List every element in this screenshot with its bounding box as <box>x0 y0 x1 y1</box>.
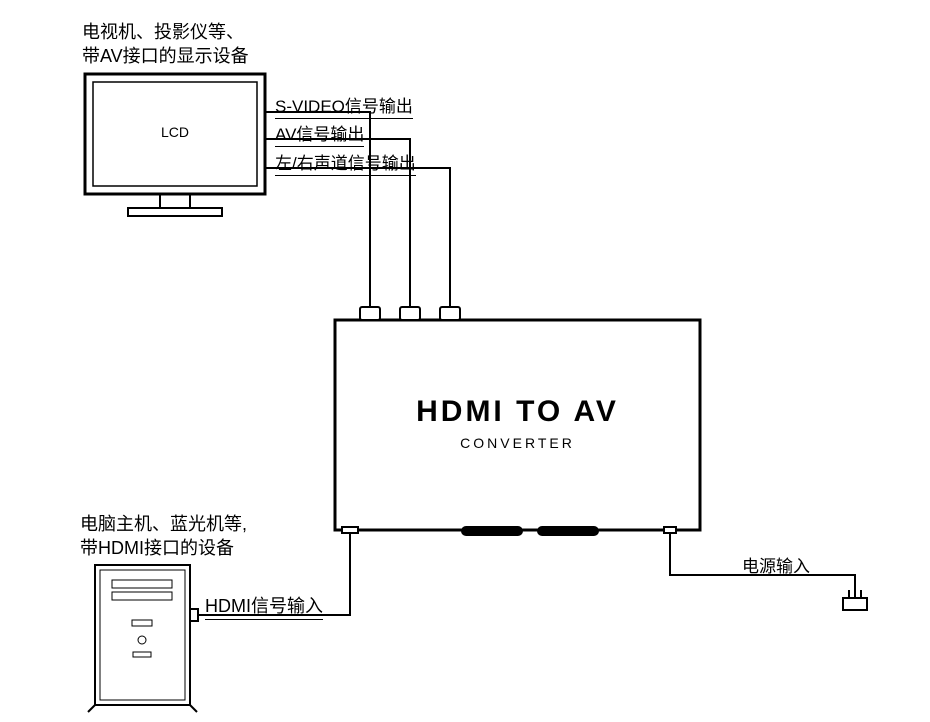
tv-caption: 电视机、投影仪等、 带AV接口的显示设备 <box>82 20 249 69</box>
converter-subtitle: CONVERTER <box>335 435 700 451</box>
svideo-label: S-VIDEO信号输出 <box>275 92 413 119</box>
tv-monitor-icon <box>85 74 265 216</box>
pc-caption-line1: 电脑主机、蓝光机等, <box>80 512 247 536</box>
tv-caption-line2: 带AV接口的显示设备 <box>82 44 249 68</box>
pc-caption: 电脑主机、蓝光机等, 带HDMI接口的设备 <box>80 512 247 561</box>
hdmi-in-label: HDMI信号输入 <box>205 592 323 620</box>
tv-caption-line1: 电视机、投影仪等、 <box>82 20 249 44</box>
tv-screen-label: LCD <box>85 124 265 140</box>
diagram-canvas <box>0 0 930 722</box>
converter-title: HDMI TO AV <box>335 395 700 429</box>
av-label: AV信号输出 <box>275 120 364 147</box>
pc-tower-icon <box>88 565 197 712</box>
pc-caption-line2: 带HDMI接口的设备 <box>80 536 247 560</box>
power-label: 电源输入 <box>742 552 810 577</box>
audio-label: 左/右声道信号输出 <box>275 149 416 176</box>
